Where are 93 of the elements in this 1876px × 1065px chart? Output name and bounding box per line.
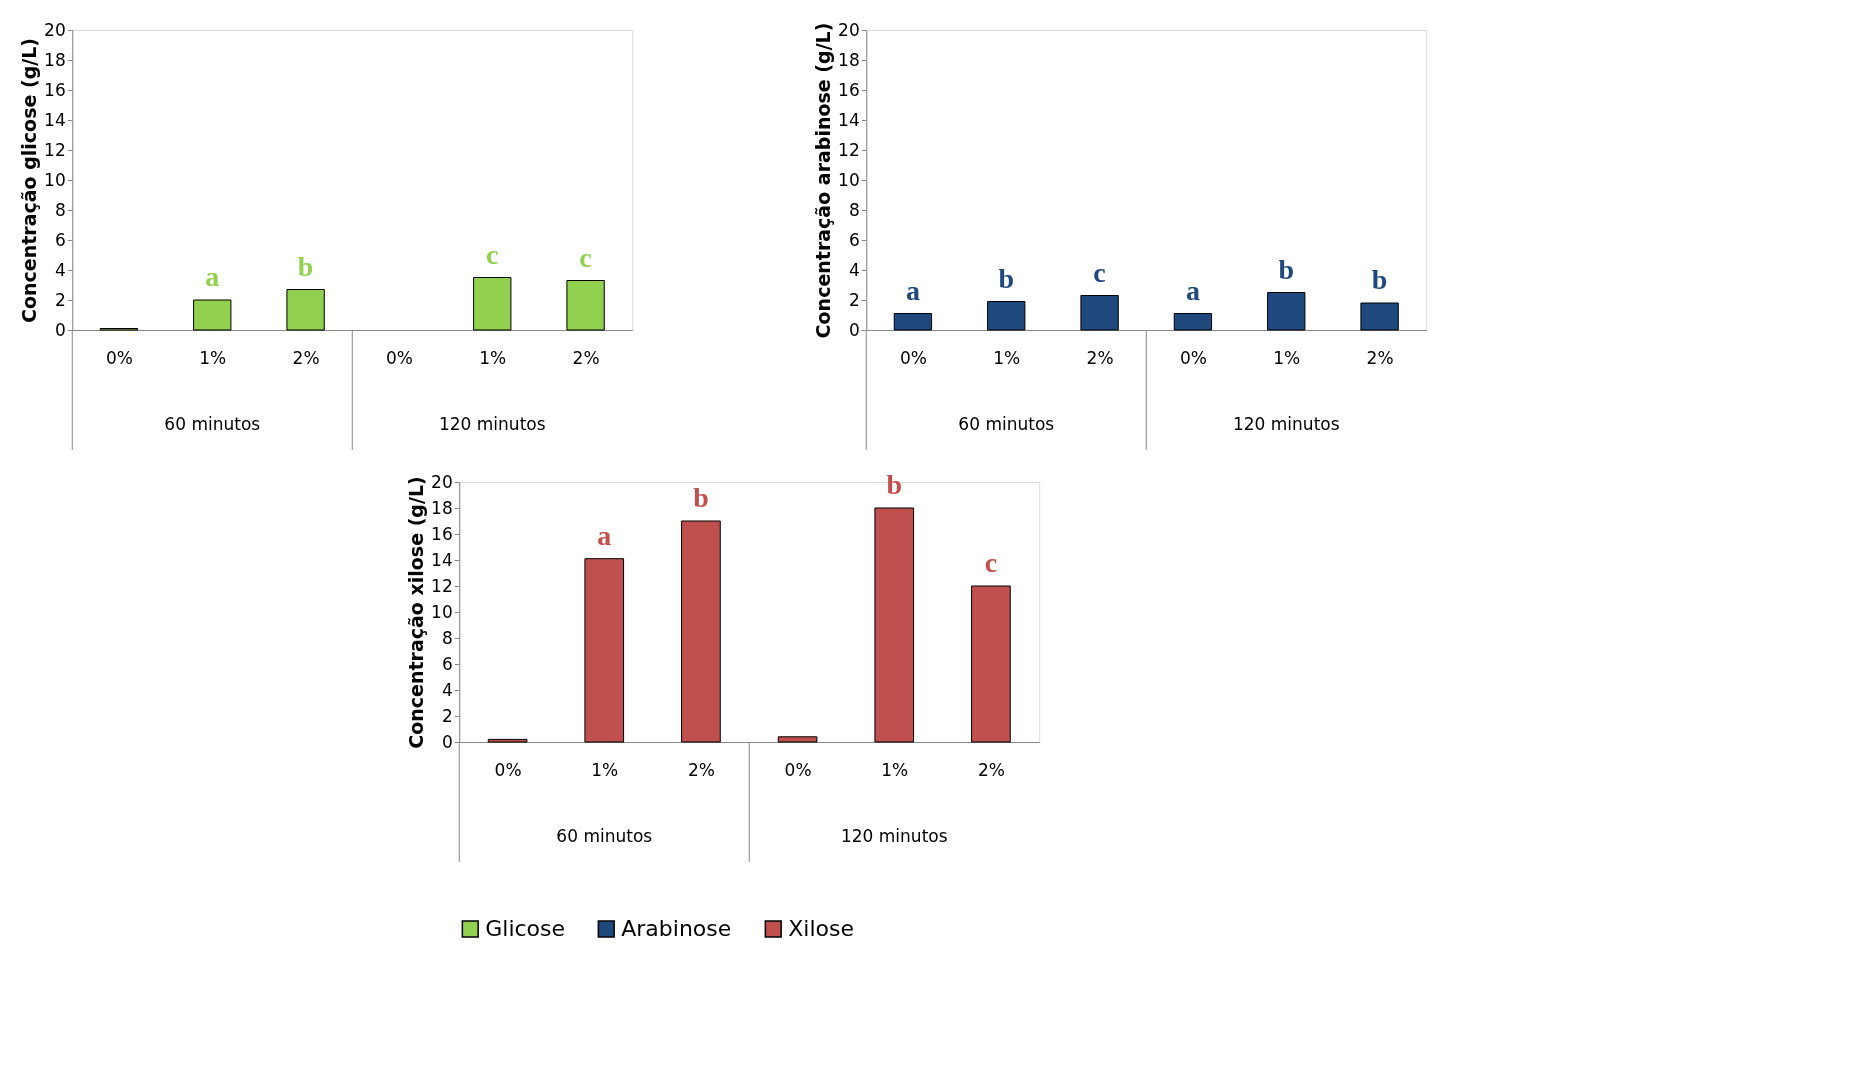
y-tick-label: 16 — [431, 523, 453, 544]
bar — [193, 299, 232, 331]
x-tick-label: 2% — [977, 759, 1005, 780]
y-tick-label: 10 — [838, 169, 860, 190]
y-tick-label: 0 — [441, 731, 453, 752]
x-tick-label: 2% — [1366, 347, 1394, 368]
bar — [566, 280, 605, 331]
y-tick-label: 20 — [44, 19, 66, 40]
x-tick-label: 2% — [1086, 347, 1114, 368]
y-tick-label: 12 — [431, 575, 453, 596]
data-label: a — [905, 274, 920, 306]
text: 60 minutos — [164, 414, 261, 434]
y-tick-label: 10 — [44, 169, 66, 190]
bar — [286, 289, 325, 331]
y-tick-label: 18 — [838, 49, 860, 70]
legend-label: Glicose — [485, 916, 566, 941]
data-label: c — [984, 547, 998, 578]
x-tick-label: 0% — [105, 347, 133, 368]
y-tick-label: 6 — [848, 229, 860, 250]
data-label: b — [886, 469, 903, 500]
data-label: c — [486, 238, 499, 270]
x-tick-label: 2% — [292, 347, 320, 368]
y-tick-label: 4 — [441, 679, 453, 700]
data-label: a — [597, 519, 612, 551]
bar — [1080, 295, 1119, 331]
y-tick-label: 20 — [838, 19, 860, 40]
x-tick-label: 0% — [784, 759, 812, 780]
bar — [874, 507, 915, 743]
y-tick-label: 2 — [848, 289, 860, 310]
y-axis-title: Concentração xilose (g/L) — [405, 476, 428, 749]
y-tick-label: 14 — [44, 109, 66, 130]
bar — [681, 520, 721, 743]
y-tick-label: 6 — [54, 229, 66, 250]
data-label: b — [1371, 264, 1388, 295]
data-label: c — [1093, 256, 1106, 288]
x-tick-label: 1% — [881, 759, 909, 780]
y-tick-label: 10 — [431, 601, 453, 622]
y-tick-label: 14 — [431, 549, 453, 570]
bar — [487, 738, 528, 743]
y-tick-label: 0 — [848, 319, 860, 340]
bar — [777, 736, 818, 743]
y-tick-label: 0 — [54, 319, 66, 340]
bar — [1360, 302, 1399, 331]
data-label: c — [579, 241, 592, 273]
x-tick-label: 2% — [572, 347, 600, 368]
data-label: b — [1278, 253, 1295, 285]
y-tick-label: 2 — [441, 705, 453, 726]
bar — [971, 585, 1011, 743]
data-label: a — [205, 261, 220, 292]
y-tick-label: 16 — [838, 79, 860, 100]
bar — [473, 277, 512, 331]
legend-label: Xilose — [788, 916, 855, 941]
y-tick-label: 4 — [54, 259, 66, 280]
x-tick-label: 1% — [591, 759, 619, 780]
x-tick-label: 1% — [993, 347, 1021, 368]
text: 60 minutos — [958, 414, 1055, 434]
data-label: b — [998, 262, 1015, 294]
y-tick-label: 8 — [54, 199, 66, 220]
x-tick-label: 1% — [479, 347, 507, 368]
y-tick-label: 6 — [441, 653, 453, 674]
bar — [987, 301, 1026, 331]
text: 120 minutos — [840, 826, 948, 846]
text: 120 minutos — [438, 414, 546, 434]
x-tick-label: 2% — [687, 759, 715, 780]
bar — [1267, 292, 1306, 331]
bar — [584, 558, 625, 743]
y-tick-label: 8 — [441, 627, 453, 648]
x-tick-label: 0% — [1179, 347, 1207, 368]
x-tick-label: 1% — [1273, 347, 1301, 368]
y-tick-label: 18 — [431, 497, 453, 518]
text: 120 minutos — [1232, 414, 1340, 434]
legend-label: Arabinose — [621, 916, 732, 941]
y-tick-label: 20 — [431, 471, 453, 492]
y-tick-label: 12 — [838, 139, 860, 160]
y-tick-label: 14 — [838, 109, 860, 130]
y-tick-label: 8 — [848, 199, 860, 220]
x-tick-label: 0% — [899, 347, 927, 368]
x-tick-label: 0% — [385, 347, 413, 368]
data-label: b — [693, 482, 709, 513]
bar — [1173, 313, 1213, 331]
x-tick-label: 0% — [494, 759, 522, 780]
y-tick-label: 4 — [848, 259, 860, 280]
y-axis-title: Concentração arabinose (g/L) — [812, 22, 835, 339]
data-label: a — [1185, 274, 1200, 306]
y-tick-label: 16 — [44, 79, 66, 100]
bar — [893, 313, 933, 331]
y-tick-label: 18 — [44, 49, 66, 70]
y-tick-label: 12 — [44, 139, 66, 160]
y-axis-title: Concentração glicose (g/L) — [18, 38, 41, 323]
x-tick-label: 1% — [199, 347, 227, 368]
data-label: b — [297, 250, 314, 282]
y-tick-label: 2 — [54, 289, 66, 310]
text: 60 minutos — [556, 826, 653, 846]
